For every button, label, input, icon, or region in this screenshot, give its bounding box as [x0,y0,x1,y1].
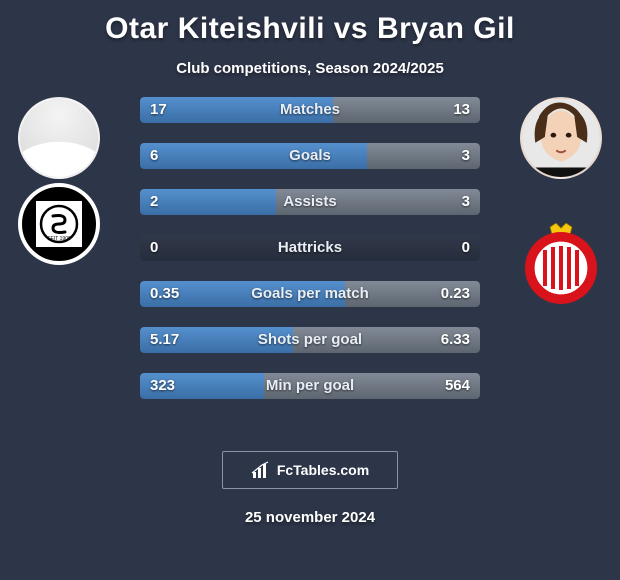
stat-label: Matches [140,97,480,123]
club-right-badge [520,223,602,305]
avatar-face-icon [522,99,600,177]
stat-label: Shots per goal [140,327,480,353]
player-left-avatar [18,97,100,179]
stat-label: Goals [140,143,480,169]
stat-label: Min per goal [140,373,480,399]
stat-row: 5.176.33Shots per goal [140,327,480,353]
page-title: Otar Kiteishvili vs Bryan Gil [0,0,620,46]
footer-brand-badge: FcTables.com [222,451,398,489]
avatar-placeholder-icon [20,99,98,177]
sturm-graz-icon: SEIT 1909 [39,204,79,244]
club-left-badge: SEIT 1909 [18,183,100,265]
stat-row: 323564Min per goal [140,373,480,399]
stat-row: 1713Matches [140,97,480,123]
stat-label: Assists [140,189,480,215]
girona-icon [520,223,602,305]
svg-text:SEIT 1909: SEIT 1909 [47,236,71,242]
stat-label: Hattricks [140,235,480,261]
stat-row: 23Assists [140,189,480,215]
date-label: 25 november 2024 [0,509,620,526]
player-right-avatar [520,97,602,179]
page-subtitle: Club competitions, Season 2024/2025 [0,60,620,77]
club-left-badge-inner: SEIT 1909 [36,201,82,247]
comparison-area: SEIT 1909 [0,97,620,427]
stat-label: Goals per match [140,281,480,307]
stat-row: 63Goals [140,143,480,169]
stat-row: 0.350.23Goals per match [140,281,480,307]
footer-brand-text: FcTables.com [277,462,369,478]
stat-bars: 1713Matches 63Goals 23Assists 00Hattricks 0.… [140,97,480,399]
chart-icon [251,460,271,480]
stat-row: 00Hattricks [140,235,480,261]
